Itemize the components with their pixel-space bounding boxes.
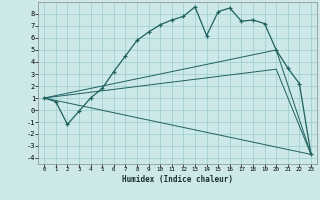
X-axis label: Humidex (Indice chaleur): Humidex (Indice chaleur) (122, 175, 233, 184)
